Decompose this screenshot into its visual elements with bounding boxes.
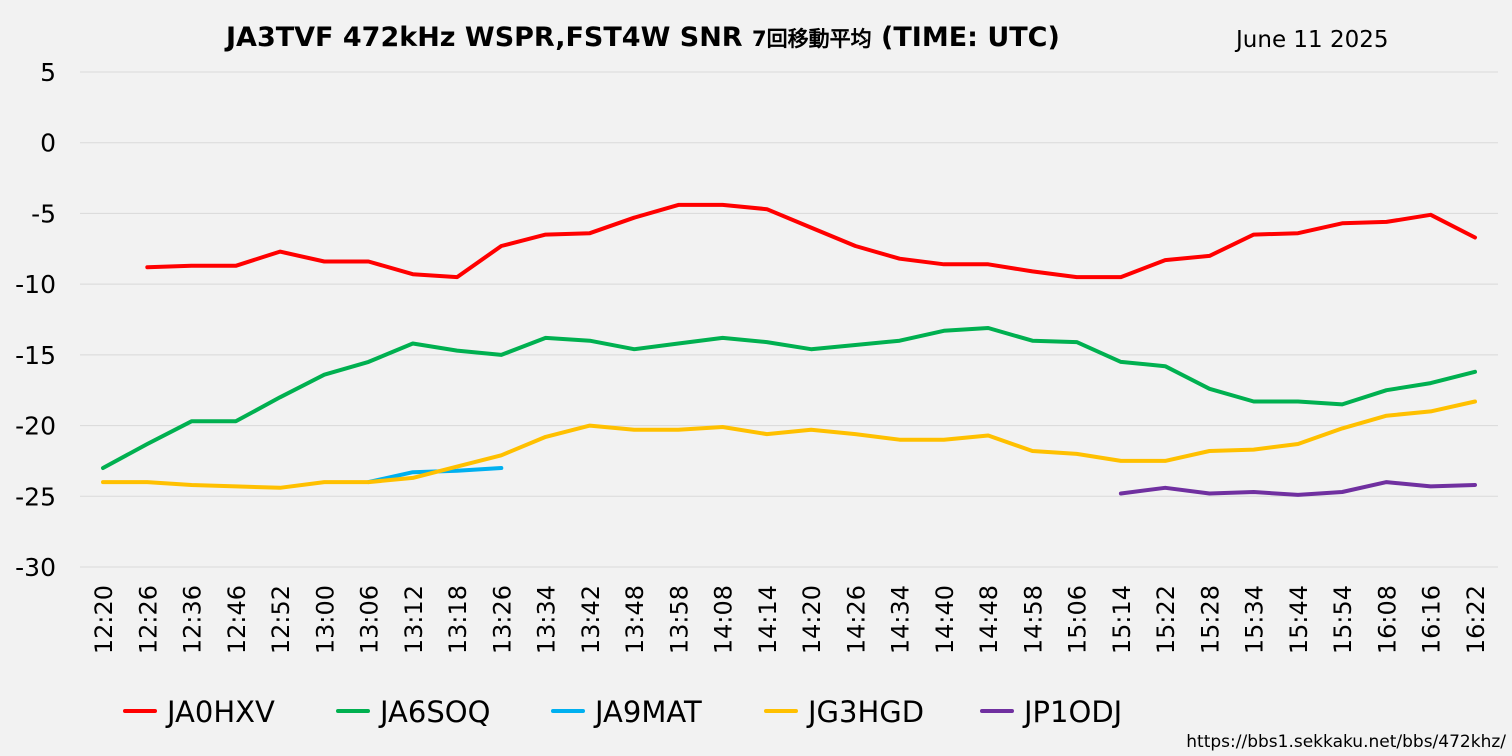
x-tick-label: 13:34 [533,585,561,654]
x-tick-label: 13:18 [444,585,472,654]
chart-title-jp: 7回移動平均 [752,27,872,51]
x-tick-label: 13:00 [311,585,339,654]
y-tick-label: -20 [15,412,56,441]
legend-label-ja9mat: JA9MAT [593,695,702,729]
x-tick-label: 14:48 [975,585,1003,654]
x-tick-label: 13:12 [400,585,428,654]
x-tick-label: 12:36 [179,585,207,654]
x-tick-label: 16:08 [1373,585,1401,654]
x-tick-label: 15:54 [1329,585,1357,654]
y-tick-label: -5 [31,199,56,228]
x-tick-label: 15:06 [1064,585,1092,654]
x-tick-label: 14:26 [842,585,870,654]
chart-title-suffix: (TIME: UTC) [881,22,1060,53]
x-tick-label: 13:42 [577,585,605,654]
x-tick-label: 15:28 [1196,585,1224,654]
legend-label-ja0hxv: JA0HXV [165,695,275,729]
x-tick-label: 14:40 [931,585,959,654]
y-tick-label: -30 [15,553,56,582]
chart-title-text: JA3TVF 472kHz WSPR,FST4W SNR [226,22,743,53]
x-tick-label: 13:26 [488,585,516,654]
y-tick-label: 5 [40,58,56,87]
x-tick-label: 12:52 [267,585,295,654]
x-tick-label: 12:46 [223,585,251,654]
x-tick-label: 16:16 [1418,585,1446,654]
x-tick-label: 15:14 [1108,585,1136,654]
x-tick-label: 14:20 [798,585,826,654]
x-tick-label: 13:06 [356,585,384,654]
x-tick-label: 12:26 [134,585,162,654]
y-tick-label: -25 [15,482,56,511]
legend-label-jp1odj: JP1ODJ [1022,695,1122,729]
x-tick-label: 14:58 [1019,585,1047,654]
series-line-ja6soq [101,326,1477,470]
series-line-ja0hxv [145,202,1477,280]
series-line-jg3hgd [101,399,1477,490]
y-tick-label: 0 [40,129,56,158]
x-tick-label: 13:48 [621,585,649,654]
x-tick-label: 12:20 [90,585,118,654]
x-tick-label: 14:14 [754,585,782,654]
y-tick-label: -10 [15,270,56,299]
x-tick-label: 16:22 [1462,585,1490,654]
chart-title: JA3TVF 472kHz WSPR,FST4W SNR 7回移動平均 (TIM… [226,22,1060,53]
legend-label-jg3hgd: JG3HGD [806,695,924,729]
x-tick-label: 15:34 [1241,585,1269,654]
x-tick-label: 14:34 [887,585,915,654]
series-line-jp1odj [1118,480,1477,497]
footer-url[interactable]: https://bbs1.sekkaku.net/bbs/472khz/ [1186,732,1506,752]
legend-label-ja6soq: JA6SOQ [378,695,490,729]
chart-date: June 11 2025 [1236,27,1389,53]
x-tick-label: 15:44 [1285,585,1313,654]
x-tick-label: 14:08 [710,585,738,654]
y-tick-label: -15 [15,341,56,370]
x-tick-label: 13:58 [665,585,693,654]
x-tick-label: 15:22 [1152,585,1180,654]
